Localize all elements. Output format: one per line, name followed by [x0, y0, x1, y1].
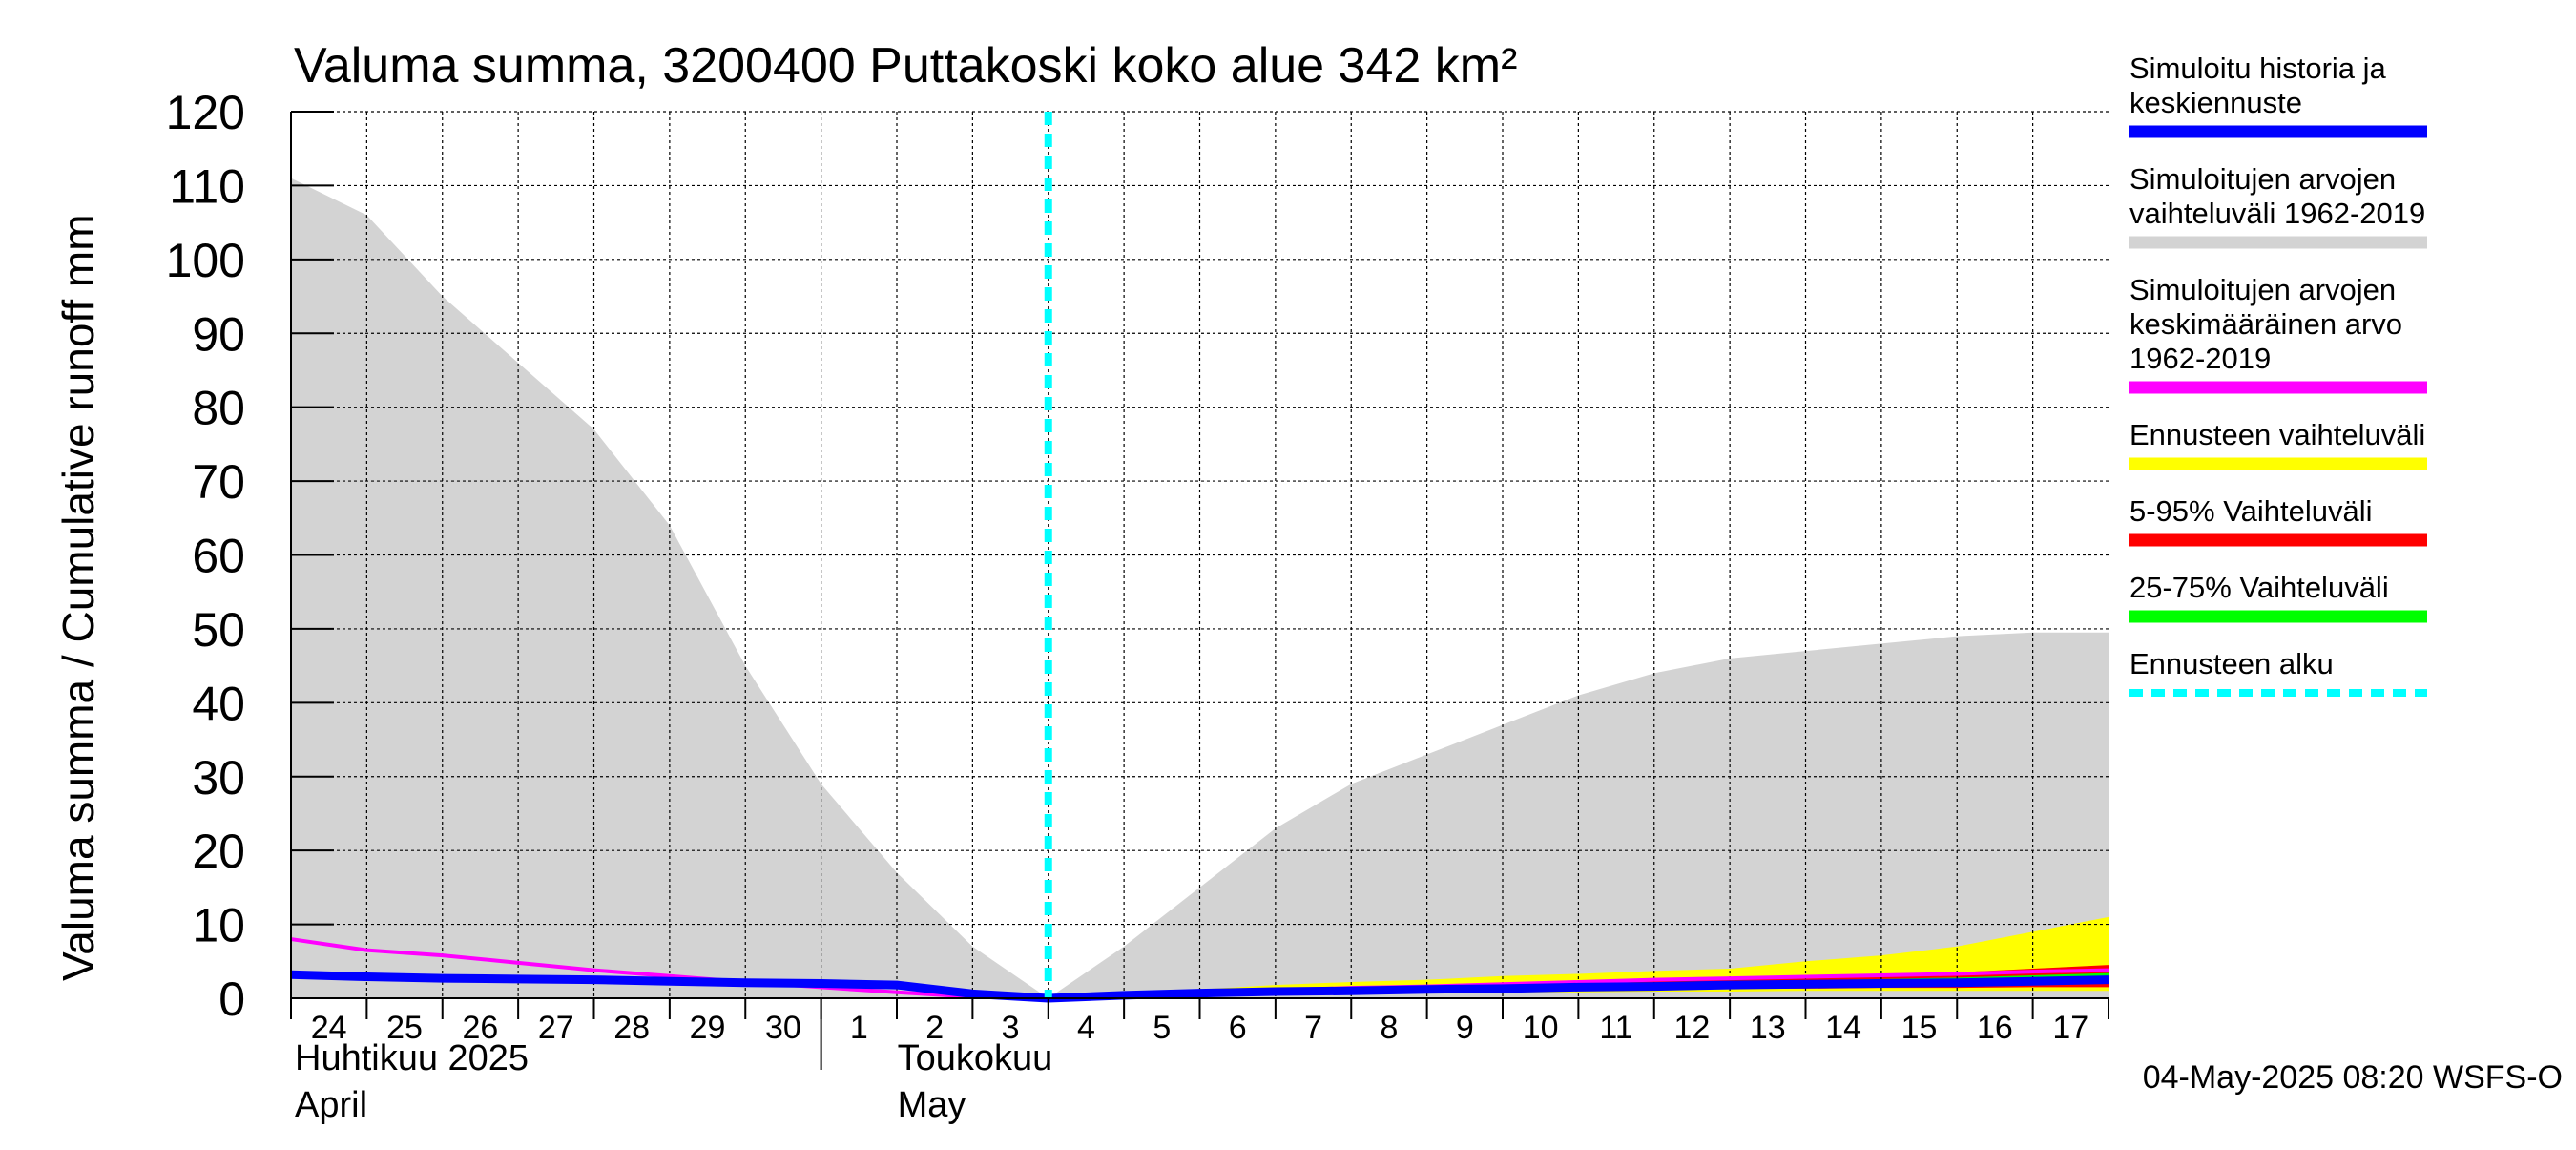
legend-label-simuloitu-historia-ja-keskiennuste: Simuloitu historia ja keskiennuste	[2129, 52, 2387, 119]
y-tick-label: 30	[192, 751, 245, 805]
x-tick-label: 2	[925, 1010, 944, 1046]
y-tick-label: 100	[166, 234, 245, 287]
y-axis-label: Valuma summa / Cumulative runoff mm	[53, 214, 103, 981]
x-tick-label: 16	[1977, 1010, 2013, 1046]
month-label-secondary: May	[898, 1085, 966, 1125]
x-tick-label: 29	[690, 1010, 726, 1046]
y-tick-label: 0	[218, 972, 245, 1026]
month-label-primary: Toukokuu	[898, 1038, 1053, 1078]
y-tick-label: 10	[192, 899, 245, 952]
x-tick-label: 30	[765, 1010, 801, 1046]
x-tick-label: 14	[1825, 1010, 1861, 1046]
y-tick-label: 90	[192, 307, 245, 361]
y-tick-label: 20	[192, 825, 245, 878]
legend-label-ennusteen-alku: Ennusteen alku	[2129, 647, 2334, 680]
y-tick-label: 40	[192, 677, 245, 730]
plot-grid	[291, 111, 2109, 998]
x-tick-label: 13	[1750, 1010, 1786, 1046]
y-tick-label: 110	[169, 159, 245, 213]
x-tick-label: 10	[1523, 1010, 1559, 1046]
x-tick-label: 28	[613, 1010, 650, 1046]
x-tick-label: 15	[1901, 1010, 1938, 1046]
legend-label-simuloitujen-arvojen-keskim-r-inen-arvo-1962-2019: Simuloitujen arvojen keskimääräinen arvo 1…	[2129, 273, 2402, 375]
x-tick-label: 17	[2052, 1010, 2088, 1046]
x-tick-label: 8	[1380, 1010, 1398, 1046]
legend-label-simuloitujen-arvojen-vaihteluv-li-1962-2019: Simuloitujen arvojen vaihteluväli 1962-20…	[2129, 162, 2425, 230]
series-line-simuloitu-historia-ja-keskiennuste	[290, 970, 2109, 1003]
legend-label-25-75-vaihteluv-li: 25-75% Vaihteluväli	[2129, 571, 2389, 604]
chart-title: Valuma summa, 3200400 Puttakoski koko al…	[294, 38, 1517, 94]
month-label-secondary: April	[295, 1085, 367, 1125]
x-tick-label: 7	[1304, 1010, 1322, 1046]
x-tick-label: 25	[386, 1010, 423, 1046]
month-label-primary: Huhtikuu 2025	[295, 1038, 529, 1078]
plot-lines	[290, 112, 2109, 1003]
y-tick-label: 80	[192, 382, 245, 435]
legend: Simuloitu historia ja keskiennuste Simuloi…	[2129, 52, 2427, 697]
x-tick-label: 24	[311, 1010, 347, 1046]
y-tick-label: 120	[166, 86, 245, 139]
x-tick-label: 12	[1674, 1010, 1711, 1046]
y-tick-label: 60	[192, 530, 245, 583]
x-tick-label: 26	[463, 1010, 499, 1046]
x-tick-label: 3	[1002, 1010, 1020, 1046]
y-tick-label: 50	[192, 603, 245, 657]
x-tick-label: 1	[850, 1010, 868, 1046]
legend-label-ennusteen-vaihteluv-li: Ennusteen vaihteluväli	[2129, 418, 2425, 451]
legend-label-5-95-vaihteluv-li: 5-95% Vaihteluväli	[2129, 494, 2372, 528]
footer-timestamp: 04-May-2025 08:20 WSFS-O	[2143, 1059, 2563, 1096]
x-tick-label: 9	[1456, 1010, 1474, 1046]
y-tick-label: 70	[192, 455, 245, 509]
x-tick-label: 11	[1599, 1010, 1632, 1046]
x-tick-label: 27	[538, 1010, 574, 1046]
x-tick-label: 6	[1229, 1010, 1247, 1046]
x-tick-label: 4	[1077, 1010, 1095, 1046]
x-tick-label: 5	[1153, 1010, 1171, 1046]
